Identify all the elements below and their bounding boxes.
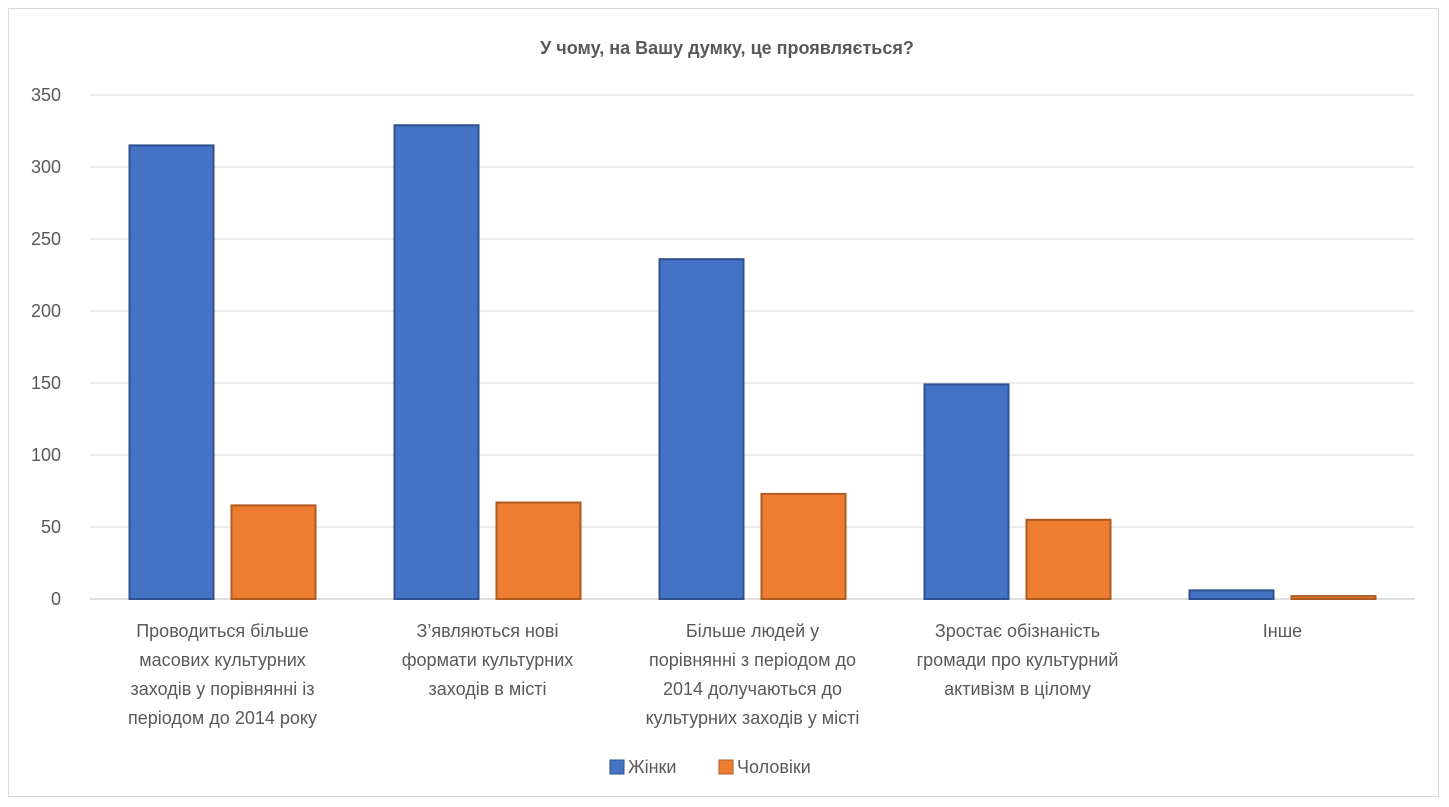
- bar-women-2: [393, 124, 480, 601]
- chart-canvas: У чому, на Вашу думку, це проявляється? …: [31, 38, 1415, 777]
- y-tick-label: 300: [31, 157, 61, 177]
- bar-women-4: [923, 383, 1010, 600]
- x-category-label: порівнянні з періодом до: [649, 650, 856, 670]
- x-category-label: активізм в цілому: [944, 679, 1091, 699]
- bar-women-5: [1188, 589, 1275, 600]
- x-category-label: 2014 долучаються до: [663, 679, 842, 699]
- bar-men-3: [760, 492, 847, 601]
- y-tick-label: 0: [51, 589, 61, 609]
- legend-label-women: Жінки: [628, 757, 677, 777]
- y-tick-label: 150: [31, 373, 61, 393]
- y-tick-label: 350: [31, 85, 61, 105]
- legend-label-men: Чоловіки: [737, 757, 811, 777]
- y-axis: 0 50 100 150 200 250 300 350: [31, 85, 61, 609]
- x-category-label: З’являються нові: [416, 621, 558, 641]
- chart-frame: У чому, на Вашу думку, це проявляється? …: [8, 8, 1439, 797]
- x-category-label: Більше людей у: [686, 621, 819, 641]
- bar-men-1: [230, 504, 317, 600]
- x-category-label: періодом до 2014 року: [128, 708, 317, 728]
- y-tick-label: 100: [31, 445, 61, 465]
- x-category-label: заходів у порівнянні із: [131, 679, 315, 699]
- bars: [128, 124, 1377, 601]
- legend-swatch-women: [609, 759, 625, 775]
- x-category-label: масових культурних: [139, 650, 306, 670]
- bar-men-4: [1025, 518, 1112, 600]
- bar-men-5: [1290, 595, 1377, 600]
- x-category-label: громади про культурний: [917, 650, 1119, 670]
- legend-swatch-men: [718, 759, 734, 775]
- y-tick-label: 250: [31, 229, 61, 249]
- x-category-label: Інше: [1263, 621, 1302, 641]
- x-category-label: Зростає обізнаність: [935, 621, 1100, 641]
- bar-women-3: [658, 258, 745, 600]
- bar-men-2: [495, 501, 582, 600]
- x-category-label: заходів в місті: [429, 679, 547, 699]
- legend: Жінки Чоловіки: [609, 757, 811, 777]
- x-category-label: формати культурних: [402, 650, 574, 670]
- bar-women-1: [128, 144, 215, 600]
- chart-title: У чому, на Вашу думку, це проявляється?: [540, 38, 914, 58]
- x-category-label: культурних заходів у місті: [646, 708, 860, 728]
- x-axis: Проводиться більше масових культурних захо…: [128, 621, 1302, 728]
- x-category-label: Проводиться більше: [136, 621, 309, 641]
- y-tick-label: 50: [41, 517, 61, 537]
- y-tick-label: 200: [31, 301, 61, 321]
